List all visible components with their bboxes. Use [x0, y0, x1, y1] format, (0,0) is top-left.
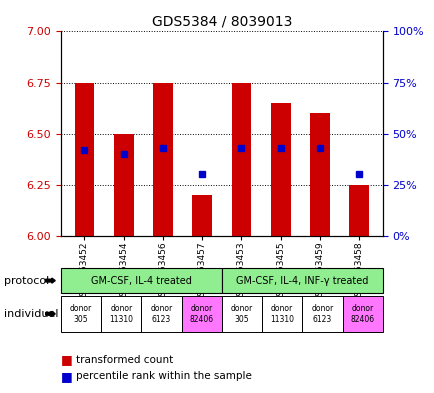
Text: percentile rank within the sample: percentile rank within the sample: [76, 371, 251, 381]
Bar: [114, 134, 133, 236]
Bar: [192, 195, 211, 236]
Text: donor
11310: donor 11310: [109, 304, 133, 323]
Bar: [153, 83, 172, 236]
Text: ■: ■: [61, 353, 72, 366]
Text: donor
305: donor 305: [70, 304, 92, 323]
Text: GM-CSF, IL-4, INF-γ treated: GM-CSF, IL-4, INF-γ treated: [236, 275, 368, 286]
Text: donor
305: donor 305: [230, 304, 253, 323]
Bar: [349, 185, 368, 236]
Text: transformed count: transformed count: [76, 354, 173, 365]
Text: donor
11310: donor 11310: [270, 304, 293, 323]
Bar: [75, 83, 94, 236]
Text: donor
82406: donor 82406: [189, 304, 213, 323]
Text: donor
82406: donor 82406: [350, 304, 374, 323]
Bar: [231, 83, 251, 236]
Text: protocol: protocol: [4, 275, 49, 286]
Text: GM-CSF, IL-4 treated: GM-CSF, IL-4 treated: [91, 275, 191, 286]
Text: donor
6123: donor 6123: [150, 304, 172, 323]
Title: GDS5384 / 8039013: GDS5384 / 8039013: [151, 15, 291, 29]
Text: individual: individual: [4, 309, 59, 319]
Bar: [309, 113, 329, 236]
Bar: [270, 103, 290, 236]
Text: ■: ■: [61, 369, 72, 383]
Text: donor
6123: donor 6123: [311, 304, 333, 323]
